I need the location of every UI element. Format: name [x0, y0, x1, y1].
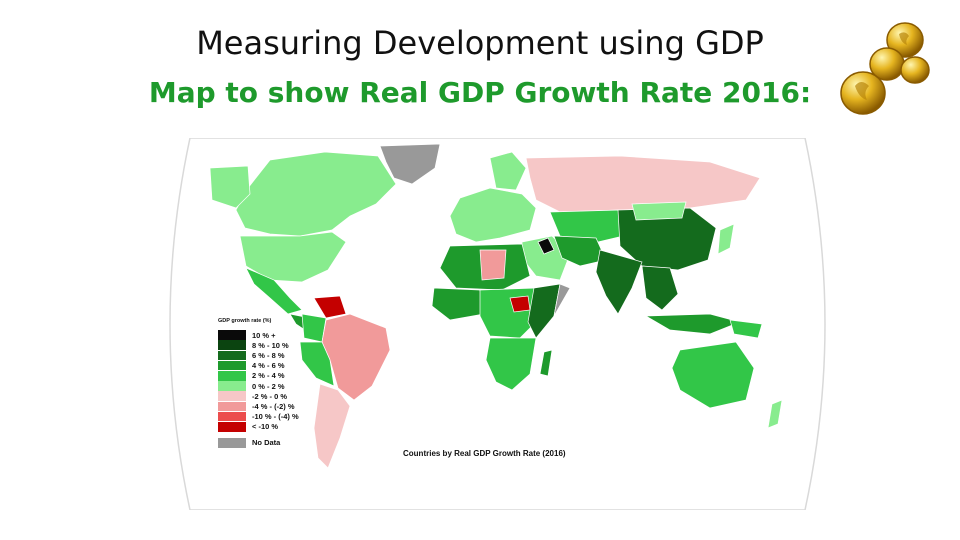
map-legend: GDP growth rate (%) 10 % +8 % - 10 % 6 % … — [218, 318, 348, 448]
legend-item: < -10 % — [218, 421, 348, 432]
legend-item: -10 % - (-4) % — [218, 411, 348, 422]
legend-item: 2 % - 4 % — [218, 371, 348, 381]
legend-swatch — [218, 411, 246, 422]
slide-title: Measuring Development using GDP — [196, 24, 764, 62]
legend-swatch — [218, 421, 246, 432]
legend-label: -2 % - 0 % — [252, 391, 288, 401]
legend-item: 0 % - 2 % — [218, 381, 348, 391]
world-gdp-growth-map — [169, 138, 826, 510]
legend-swatch — [218, 340, 246, 351]
legend-swatch — [218, 350, 246, 361]
countries — [209, 143, 783, 469]
legend-swatch — [218, 381, 246, 391]
legend-title: GDP growth rate (%) — [218, 318, 272, 324]
map-caption: Countries by Real GDP Growth Rate (2016) — [403, 449, 566, 458]
legend-item-no-data: No Data — [218, 438, 348, 448]
legend-item: 8 % - 10 % — [218, 340, 348, 351]
legend-swatch — [218, 391, 246, 402]
legend-label: 6 % - 8 % — [252, 350, 285, 360]
legend-swatch — [218, 401, 246, 412]
legend-label: -4 % - (-2) % — [252, 401, 295, 411]
legend-item: -4 % - (-2) % — [218, 401, 348, 412]
legend-label: No Data — [252, 438, 281, 448]
gold-coins-icon — [840, 22, 930, 115]
legend-label: 10 % + — [252, 330, 276, 340]
legend-label: < -10 % — [252, 422, 279, 432]
legend-swatch — [218, 438, 246, 448]
legend-rows: 10 % +8 % - 10 % 6 % - 8 % 4 % - 6 % 2 % - … — [218, 330, 348, 432]
legend-swatch — [218, 371, 246, 381]
legend-label: 2 % - 4 % — [252, 371, 285, 381]
legend-item: 10 % + — [218, 330, 348, 340]
legend-label: -10 % - (-4) % — [252, 412, 299, 422]
slide-subtitle: Map to show Real GDP Growth Rate 2016: — [148, 76, 812, 109]
legend-swatch — [218, 330, 246, 340]
legend-item: 4 % - 6 % — [218, 360, 348, 371]
legend-label: 4 % - 6 % — [252, 361, 285, 371]
legend-swatch — [218, 360, 246, 371]
legend-label: 8 % - 10 % — [252, 340, 289, 350]
legend-item: 6 % - 8 % — [218, 350, 348, 361]
legend-label: 0 % - 2 % — [252, 381, 285, 391]
legend-item: -2 % - 0 % — [218, 391, 348, 402]
